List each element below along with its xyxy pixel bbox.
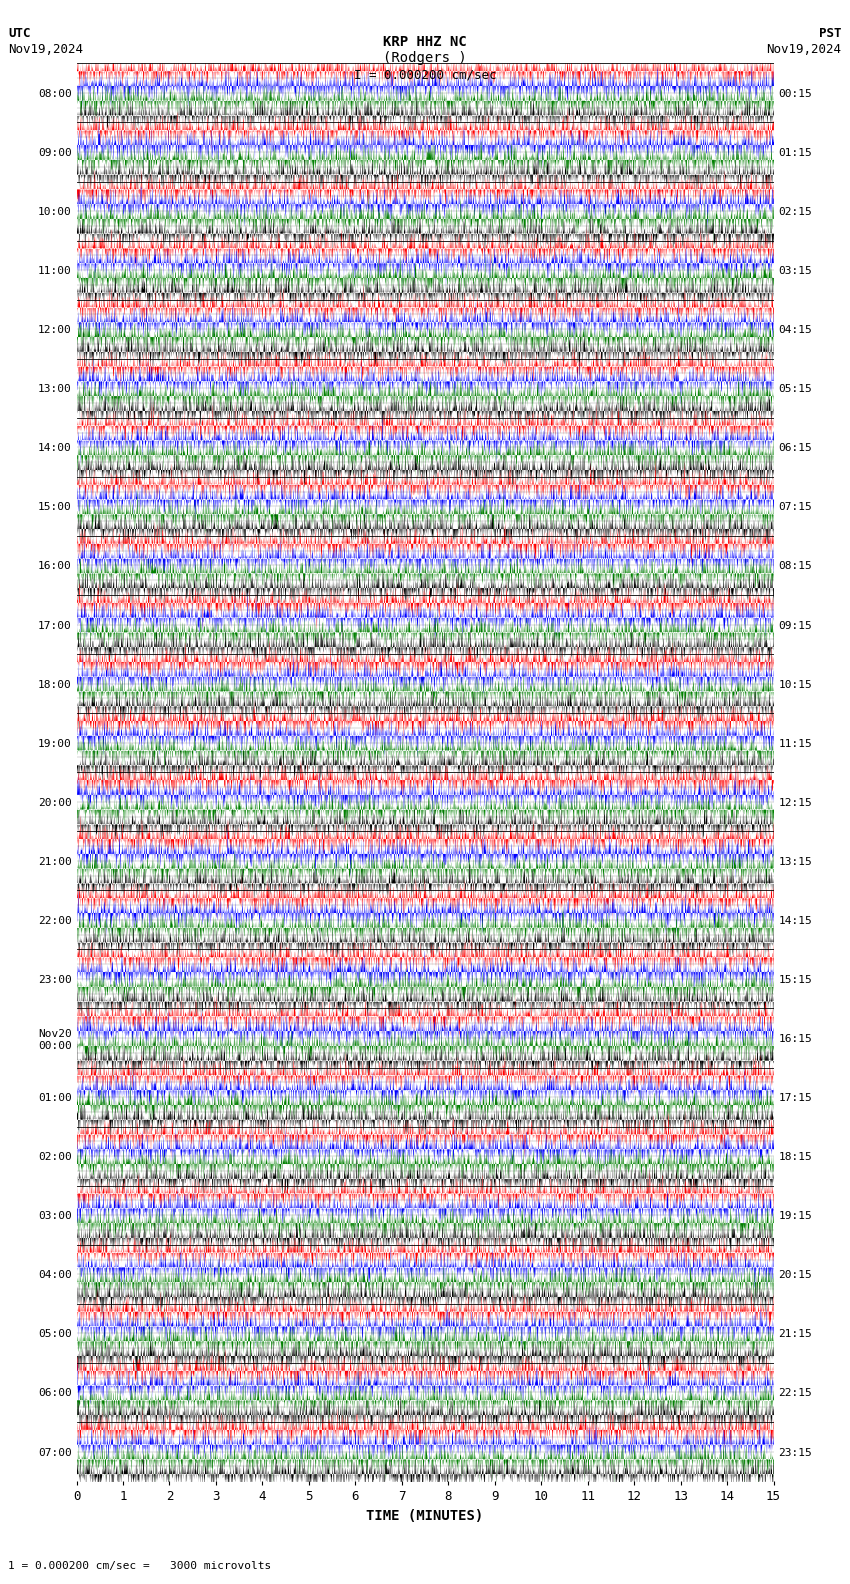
Text: PST: PST xyxy=(819,27,842,40)
Text: Nov19,2024: Nov19,2024 xyxy=(767,43,842,55)
X-axis label: TIME (MINUTES): TIME (MINUTES) xyxy=(366,1508,484,1522)
Text: UTC: UTC xyxy=(8,27,31,40)
Text: (Rodgers ): (Rodgers ) xyxy=(383,51,467,65)
Text: KRP HHZ NC: KRP HHZ NC xyxy=(383,35,467,49)
Text: I = 0.000200 cm/sec: I = 0.000200 cm/sec xyxy=(354,68,496,81)
Text: Nov19,2024: Nov19,2024 xyxy=(8,43,83,55)
Text: 1 = 0.000200 cm/sec =   3000 microvolts: 1 = 0.000200 cm/sec = 3000 microvolts xyxy=(8,1562,272,1571)
